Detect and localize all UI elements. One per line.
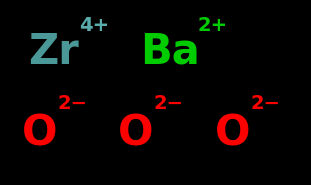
Text: 2+: 2+	[197, 16, 228, 35]
Text: O: O	[22, 112, 57, 154]
Text: 2−: 2−	[250, 94, 280, 113]
Text: O: O	[215, 112, 250, 154]
Text: O: O	[118, 112, 154, 154]
Text: 2−: 2−	[58, 94, 87, 113]
Text: Zr: Zr	[28, 31, 79, 73]
Text: Ba: Ba	[140, 31, 200, 73]
Text: 4+: 4+	[79, 16, 109, 35]
Text: 2−: 2−	[154, 94, 184, 113]
